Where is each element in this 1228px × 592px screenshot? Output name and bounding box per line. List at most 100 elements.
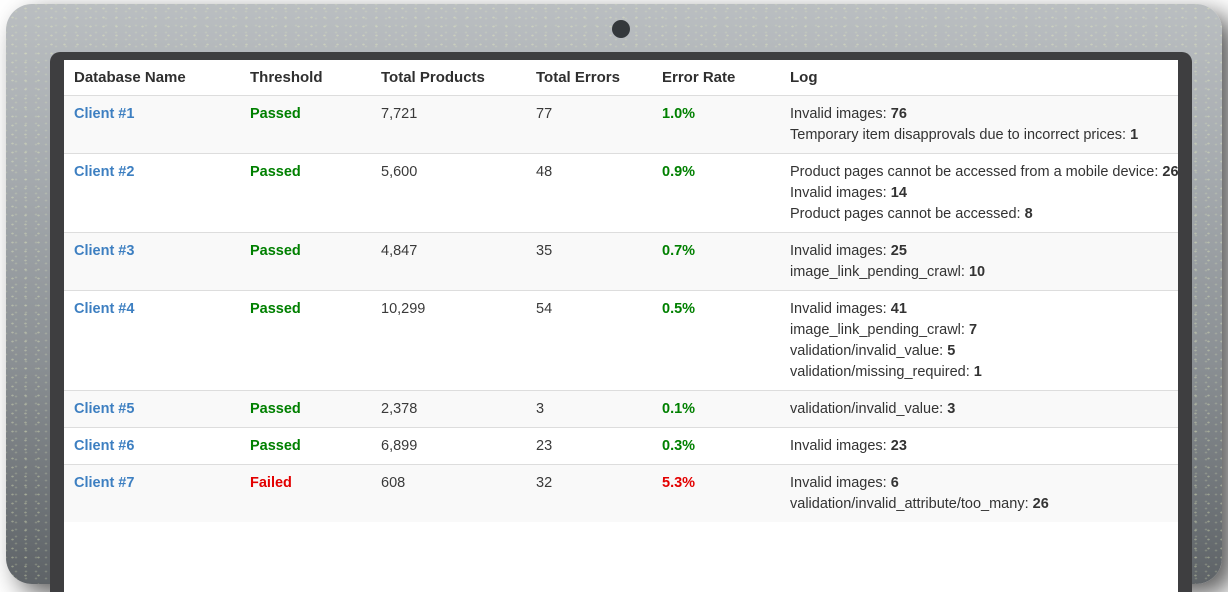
total-products-value: 10,299 (381, 301, 426, 317)
column-header-error-rate: Error Rate (652, 60, 780, 96)
log-entry: validation/invalid_value: 5 (790, 343, 956, 359)
log-entry: validation/invalid_value: 3 (790, 401, 956, 417)
error-rate-cell: 0.5% (652, 290, 780, 391)
threshold-cell: Passed (240, 95, 371, 154)
report-panel: Database Name Threshold Total Products Tota… (64, 60, 1178, 592)
total-errors-cell: 35 (526, 232, 652, 291)
total-errors-value: 3 (536, 401, 545, 417)
total-products-cell: 608 (371, 464, 526, 522)
log-entry: Invalid images: 23 (790, 438, 907, 454)
error-rate-cell: 1.0% (652, 95, 780, 154)
total-products-value: 7,721 (381, 106, 418, 122)
total-products-value: 5,600 (381, 164, 418, 180)
log-entry: image_link_pending_crawl: 7 (790, 322, 978, 338)
log-entry: Invalid images: 14 (790, 185, 907, 201)
log-cell: validation/invalid_value: 3 (780, 390, 1178, 428)
feed-status-table: Database Name Threshold Total Products Tota… (64, 60, 1178, 522)
table-row: Client #1 Passed 7,721 77 1.0% Invalid i… (64, 95, 1178, 154)
threshold-value: Passed (250, 301, 301, 317)
total-products-value: 608 (381, 475, 406, 491)
error-rate-value: 0.9% (662, 164, 696, 180)
table-row: Client #2 Passed 5,600 48 0.9% Product p… (64, 153, 1178, 233)
table-row: Client #5 Passed 2,378 3 0.1% validation… (64, 390, 1178, 428)
log-entry: Invalid images: 41 (790, 301, 907, 317)
client-link[interactable]: Client #7 (74, 475, 135, 491)
total-errors-value: 23 (536, 438, 553, 454)
threshold-cell: Passed (240, 427, 371, 465)
threshold-cell: Passed (240, 153, 371, 233)
total-errors-cell: 32 (526, 464, 652, 522)
log-cell: Invalid images: 76 Temporary item disappr… (780, 95, 1178, 154)
error-rate-cell: 5.3% (652, 464, 780, 522)
threshold-cell: Failed (240, 464, 371, 522)
total-errors-value: 35 (536, 243, 553, 259)
log-cell: Invalid images: 41 image_link_pending_cra… (780, 290, 1178, 391)
table-body: Client #1 Passed 7,721 77 1.0% Invalid i… (64, 95, 1178, 522)
threshold-cell: Passed (240, 290, 371, 391)
database-name-cell: Client #6 (64, 427, 240, 465)
total-products-cell: 5,600 (371, 153, 526, 233)
error-rate-cell: 0.9% (652, 153, 780, 233)
threshold-value: Passed (250, 164, 301, 180)
log-entry: Product pages cannot be accessed: 8 (790, 206, 1033, 222)
device-frame: Database Name Threshold Total Products Tota… (6, 4, 1222, 592)
log-cell: Invalid images: 23 (780, 427, 1178, 465)
database-name-cell: Client #2 (64, 153, 240, 233)
threshold-value: Passed (250, 243, 301, 259)
log-entry: Invalid images: 76 (790, 106, 907, 122)
error-rate-cell: 0.7% (652, 232, 780, 291)
header-row: Database Name Threshold Total Products Tota… (64, 60, 1178, 96)
table-row: Client #4 Passed 10,299 54 0.5% Invalid … (64, 290, 1178, 391)
error-rate-value: 5.3% (662, 475, 696, 491)
client-link[interactable]: Client #5 (74, 401, 135, 417)
total-products-cell: 10,299 (371, 290, 526, 391)
database-name-cell: Client #7 (64, 464, 240, 522)
total-errors-value: 48 (536, 164, 553, 180)
column-header-log: Log (780, 60, 1178, 96)
log-cell: Invalid images: 6 validation/invalid_attr… (780, 464, 1178, 522)
log-cell: Product pages cannot be accessed from a … (780, 153, 1178, 233)
error-rate-value: 0.3% (662, 438, 696, 454)
log-entry: Temporary item disapprovals due to incor… (790, 127, 1139, 143)
log-cell: Invalid images: 25 image_link_pending_cra… (780, 232, 1178, 291)
error-rate-value: 0.1% (662, 401, 696, 417)
threshold-value: Failed (250, 475, 292, 491)
threshold-value: Passed (250, 401, 301, 417)
total-errors-cell: 54 (526, 290, 652, 391)
threshold-cell: Passed (240, 232, 371, 291)
table-row: Client #7 Failed 608 32 5.3% Invalid ima… (64, 464, 1178, 522)
column-header-threshold: Threshold (240, 60, 371, 96)
table-row: Client #6 Passed 6,899 23 0.3% Invalid i… (64, 427, 1178, 465)
error-rate-cell: 0.3% (652, 427, 780, 465)
client-link[interactable]: Client #2 (74, 164, 135, 180)
total-errors-cell: 23 (526, 427, 652, 465)
database-name-cell: Client #1 (64, 95, 240, 154)
total-products-value: 4,847 (381, 243, 418, 259)
log-entry: Invalid images: 6 (790, 475, 899, 491)
total-errors-cell: 77 (526, 95, 652, 154)
log-entry: Product pages cannot be accessed from a … (790, 164, 1178, 180)
client-link[interactable]: Client #3 (74, 243, 135, 259)
total-products-cell: 6,899 (371, 427, 526, 465)
log-entry: validation/missing_required: 1 (790, 364, 982, 380)
database-name-cell: Client #4 (64, 290, 240, 391)
client-link[interactable]: Client #1 (74, 106, 135, 122)
log-entry: Invalid images: 25 (790, 243, 907, 259)
table-row: Client #3 Passed 4,847 35 0.7% Invalid i… (64, 232, 1178, 291)
database-name-cell: Client #3 (64, 232, 240, 291)
log-entry: validation/invalid_attribute/too_many: 2… (790, 496, 1049, 512)
threshold-cell: Passed (240, 390, 371, 428)
total-errors-value: 54 (536, 301, 553, 317)
total-errors-value: 77 (536, 106, 553, 122)
threshold-value: Passed (250, 438, 301, 454)
table-header: Database Name Threshold Total Products Tota… (64, 60, 1178, 96)
total-products-value: 2,378 (381, 401, 418, 417)
client-link[interactable]: Client #6 (74, 438, 135, 454)
total-errors-cell: 3 (526, 390, 652, 428)
total-errors-value: 32 (536, 475, 553, 491)
total-errors-cell: 48 (526, 153, 652, 233)
column-header-total-errors: Total Errors (526, 60, 652, 96)
error-rate-value: 1.0% (662, 106, 696, 122)
client-link[interactable]: Client #4 (74, 301, 135, 317)
database-name-cell: Client #5 (64, 390, 240, 428)
